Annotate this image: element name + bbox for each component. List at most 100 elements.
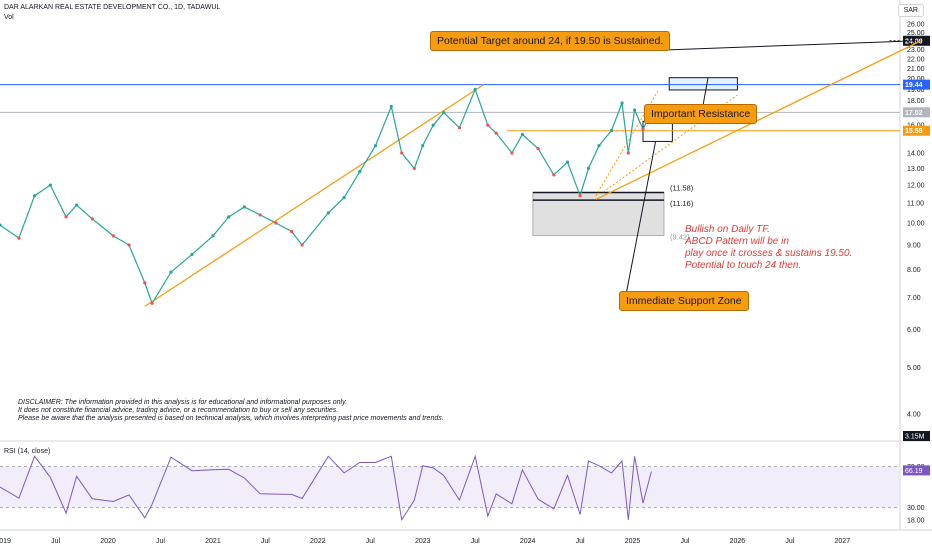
level-label: 19.44 bbox=[905, 82, 923, 89]
y-tick-label: 10.00 bbox=[907, 221, 925, 228]
y-tick-label: 22.00 bbox=[907, 56, 925, 63]
support-pointer bbox=[624, 141, 657, 301]
level-badge bbox=[903, 79, 930, 90]
level-badge bbox=[903, 107, 930, 118]
x-tick-label: 2019 bbox=[0, 538, 11, 545]
price-line bbox=[0, 87, 652, 305]
price-point bbox=[127, 243, 131, 247]
disclaimer-line: It does not constitute financial advice,… bbox=[18, 407, 339, 415]
rsi-title: RSI (14, close) bbox=[4, 448, 50, 455]
price-point bbox=[64, 215, 68, 219]
y-tick-label: 18.00 bbox=[907, 98, 925, 105]
bullish-line: Bullish on Daily TF. bbox=[685, 224, 770, 235]
price-point bbox=[494, 131, 498, 135]
price-point bbox=[510, 151, 514, 155]
x-tick-label: Jul bbox=[680, 538, 689, 545]
price-point bbox=[578, 194, 582, 198]
volume-label: Vol bbox=[4, 14, 14, 21]
bullish-note: Bullish on Daily TF. ABCD Pattern will b… bbox=[685, 224, 852, 272]
price-point bbox=[520, 132, 524, 137]
price-point bbox=[300, 243, 304, 247]
level-label: 15.58 bbox=[905, 128, 923, 135]
price-point bbox=[74, 203, 79, 207]
x-tick-label: Jul bbox=[366, 538, 375, 545]
price-point bbox=[473, 87, 477, 92]
y-tick-label: 8.00 bbox=[907, 267, 921, 274]
price-point bbox=[431, 123, 435, 127]
x-tick-label: Jul bbox=[156, 538, 165, 545]
x-tick-label: 2027 bbox=[835, 538, 851, 545]
x-tick-label: Jul bbox=[576, 538, 585, 545]
x-tick-label: Jul bbox=[471, 538, 480, 545]
price-point bbox=[111, 234, 115, 238]
x-tick-label: Jul bbox=[785, 538, 794, 545]
chart-title: DAR ALARKAN REAL ESTATE DEVELOPMENT CO.,… bbox=[4, 4, 221, 11]
x-tick-label: Jul bbox=[261, 538, 270, 545]
price-point bbox=[373, 144, 378, 148]
rsi-band bbox=[0, 466, 900, 508]
price-point bbox=[400, 151, 404, 155]
price-point bbox=[242, 205, 247, 209]
y-tick-label: 23.00 bbox=[907, 47, 925, 54]
y-tick-label: 14.00 bbox=[907, 150, 925, 157]
bullish-line: play once it crosses & sustains 19.50. bbox=[685, 248, 853, 259]
x-tick-label: 2024 bbox=[520, 538, 536, 545]
y-tick-label: 12.00 bbox=[907, 183, 925, 190]
price-point bbox=[486, 123, 490, 127]
disclaimer: DISCLAIMER: The information provided in … bbox=[18, 399, 444, 424]
breakout-box bbox=[642, 120, 673, 142]
price-point bbox=[150, 301, 154, 305]
x-tick-label: Jul bbox=[51, 538, 60, 545]
zone-label: (9.42) bbox=[670, 232, 690, 241]
zone-label: (11.16) bbox=[670, 199, 694, 208]
y-tick-label: 11.00 bbox=[907, 201, 924, 208]
x-tick-label: 2026 bbox=[730, 538, 746, 545]
price-point bbox=[389, 104, 393, 109]
price-point bbox=[641, 127, 645, 131]
price-point bbox=[412, 166, 416, 171]
level-label: 17.02 bbox=[905, 110, 923, 117]
disclaimer-line: Please be aware that the analysis presen… bbox=[18, 415, 444, 423]
price-point bbox=[227, 215, 231, 219]
price-point bbox=[421, 144, 425, 148]
y-tick-label: 21.00 bbox=[907, 66, 925, 73]
price-point bbox=[169, 270, 173, 274]
bullish-line: Potential to touch 24 then. bbox=[685, 260, 802, 271]
price-point bbox=[290, 229, 294, 234]
price-point bbox=[442, 110, 446, 115]
rsi-line bbox=[0, 454, 652, 522]
support-callout: Immediate Support Zone bbox=[619, 291, 749, 311]
price-point bbox=[190, 252, 194, 257]
x-tick-label: 2023 bbox=[415, 538, 431, 545]
y-tick-label: 6.00 bbox=[907, 327, 921, 334]
price-point bbox=[33, 194, 37, 198]
y-tick-label: 25.00 bbox=[907, 30, 925, 37]
level-badge bbox=[903, 125, 930, 136]
price-point bbox=[565, 160, 570, 164]
price-point bbox=[17, 236, 21, 240]
y-tick-label: 26.00 bbox=[907, 22, 925, 29]
resistance-box bbox=[668, 77, 738, 91]
price-point bbox=[626, 151, 630, 155]
price-point bbox=[586, 166, 591, 171]
price-point bbox=[609, 128, 614, 133]
level-badge bbox=[903, 35, 930, 46]
trendline bbox=[144, 84, 484, 307]
price-point bbox=[457, 126, 462, 130]
currency-button[interactable]: SAR bbox=[897, 4, 924, 17]
y-tick-label: 4.00 bbox=[907, 411, 921, 418]
price-point bbox=[597, 144, 601, 148]
volume-value: 3.15M bbox=[905, 434, 925, 441]
y-tick-label: 19.00 bbox=[907, 87, 925, 94]
price-point bbox=[536, 146, 540, 151]
price-point bbox=[90, 217, 94, 221]
rsi-tick-label: 30.00 bbox=[907, 505, 925, 512]
disclaimer-line: DISCLAIMER: The information provided in … bbox=[18, 399, 348, 406]
price-point bbox=[620, 101, 624, 105]
target-pointer bbox=[664, 40, 916, 51]
y-tick-label: 7.00 bbox=[907, 295, 921, 302]
price-point bbox=[342, 195, 346, 200]
bullish-line: ABCD Pattern will be in bbox=[685, 236, 789, 247]
